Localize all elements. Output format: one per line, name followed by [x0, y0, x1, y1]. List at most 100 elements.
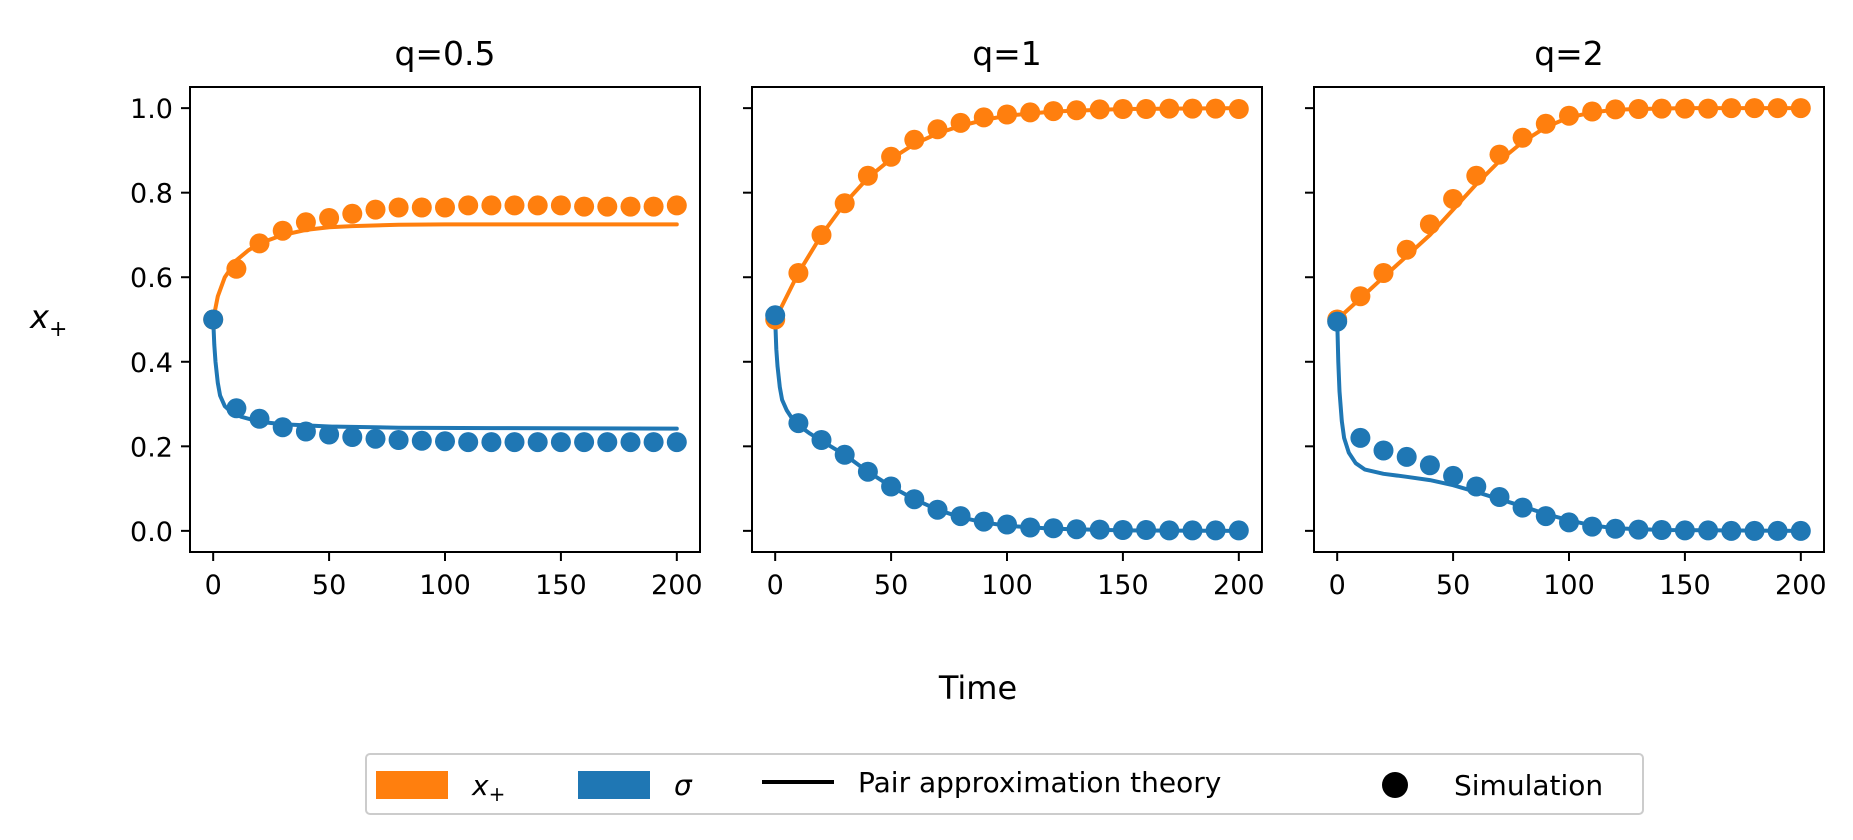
subplot-3: q=2 0 50 100 150 200 [1305, 34, 1827, 601]
simulation-point [1512, 497, 1533, 518]
simulation-point [881, 476, 902, 497]
theory-line [211, 222, 679, 322]
simulation-point [365, 199, 386, 220]
simulation-point [435, 431, 455, 452]
x-tick-label: 150 [1659, 570, 1711, 601]
legend-simulation-marker [1382, 772, 1408, 798]
simulation-point [788, 263, 809, 283]
x-tick-label: 100 [981, 570, 1033, 601]
x-tick-label: 150 [535, 570, 587, 601]
simulation-point [388, 430, 409, 450]
simulation-point [342, 427, 363, 447]
y-tick-label: 1.0 [130, 94, 173, 125]
simulation-point [411, 197, 432, 218]
simulation-point [249, 233, 270, 254]
simulation-point [1559, 512, 1579, 533]
simulation-point [620, 432, 641, 453]
plot-frame [189, 86, 701, 553]
simulation-point [973, 107, 994, 128]
simulation-point [1112, 99, 1133, 119]
legend-sigma-patch [578, 771, 650, 799]
x-axis-label: Time [938, 669, 1017, 707]
simulation-point [435, 197, 455, 218]
simulation-point [1020, 517, 1041, 538]
simulation-point [1628, 519, 1649, 540]
simulation-point [973, 511, 994, 532]
simulation-point [1350, 427, 1371, 448]
simulation-point [1327, 311, 1348, 332]
simulation-point [950, 112, 971, 133]
simulation-point [458, 195, 479, 216]
simulation-point [1136, 99, 1157, 119]
simulation-point [857, 461, 878, 482]
simulation-point [1020, 102, 1041, 123]
y-axis-label-main: x [29, 298, 50, 336]
simulation-point [927, 119, 948, 140]
simulation-point [1721, 98, 1742, 119]
simulation-point [788, 413, 809, 434]
simulation-point [1790, 520, 1811, 541]
simulation-point [295, 212, 316, 233]
simulation-point [1767, 98, 1788, 119]
x-tick-label: 0 [205, 570, 222, 601]
simulation-point [1605, 518, 1626, 539]
simulation-point [927, 499, 948, 520]
simulation-point [1228, 99, 1249, 119]
simulation-point [1112, 520, 1133, 540]
simulation-point [1674, 98, 1695, 119]
simulation-point [1466, 476, 1487, 497]
simulation-point [950, 506, 971, 527]
simulation-point [1159, 98, 1180, 119]
simulation-point [1159, 520, 1180, 541]
y-axis-label-sub: + [49, 317, 67, 342]
simulation-point [904, 489, 925, 510]
legend-simulation-label: Simulation [1454, 769, 1603, 802]
simulation-point [620, 196, 641, 217]
legend-sigma-label-main: σ [674, 769, 693, 802]
x-tick-label: 50 [312, 570, 346, 601]
y-tick-label: 0.2 [130, 432, 173, 463]
subplot-title: q=0.5 [394, 34, 495, 73]
simulation-point [834, 193, 855, 214]
simulation-point [811, 430, 832, 450]
simulation-point [666, 195, 687, 216]
x-tick-label: 0 [767, 570, 784, 601]
simulation-point [597, 432, 618, 453]
simulation-point [295, 421, 316, 442]
simulation-point [1790, 98, 1811, 119]
simulation-point [997, 104, 1017, 125]
simulation-point [643, 196, 664, 217]
simulation-point [904, 129, 925, 150]
simulation-point [1767, 520, 1788, 541]
simulation-point [1205, 98, 1226, 119]
simulation-point [411, 430, 432, 451]
plot-frame [1313, 86, 1825, 553]
simulation-point [1419, 214, 1440, 235]
simulation-point [527, 432, 548, 453]
simulation-point [550, 195, 571, 216]
simulation-point [226, 258, 247, 279]
simulation-point [458, 432, 479, 453]
simulation-point [1228, 520, 1249, 541]
y-tick-label: 0.6 [130, 263, 173, 294]
simulation-point [342, 203, 363, 224]
simulation-point [1744, 520, 1765, 541]
simulation-point [1582, 516, 1603, 537]
simulation-point [203, 309, 224, 330]
legend-sigma-label: σ [674, 769, 693, 802]
subplots: q=0.5 0 50 100 150 200 0.0 0.2 0.4 0.6 0.8 1.0 q=1 0 5… [130, 34, 1827, 601]
simulation-point [1373, 440, 1394, 461]
simulation-point [1582, 101, 1603, 122]
simulation-point [1651, 520, 1672, 540]
x-tick-label: 200 [1775, 570, 1827, 601]
simulation-point [1043, 101, 1064, 122]
x-tick-label: 200 [1213, 570, 1265, 601]
simulation-point [1089, 99, 1110, 120]
simulation-point [1721, 520, 1742, 541]
simulation-point [272, 220, 293, 241]
simulation-point [1535, 113, 1556, 134]
y-tick-label: 0.0 [130, 517, 173, 548]
legend-frame [365, 753, 1644, 815]
simulation-point [1651, 98, 1672, 119]
simulation-point [1396, 446, 1417, 467]
